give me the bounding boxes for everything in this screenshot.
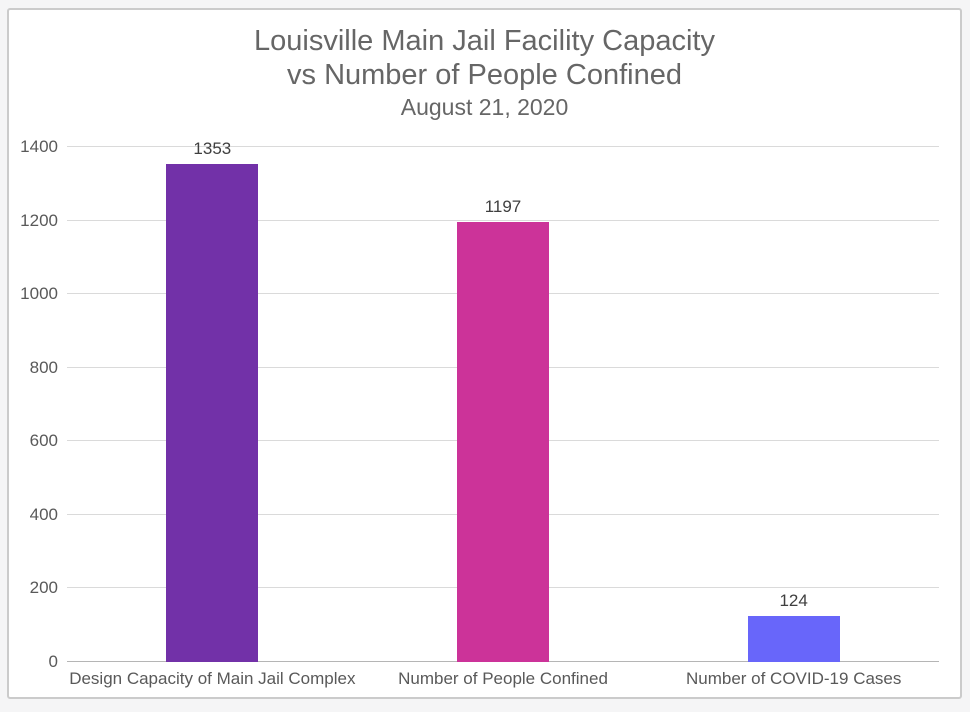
bar-slot: 124 <box>648 147 939 662</box>
y-axis-tick-label: 400 <box>29 504 58 524</box>
chart-title-line-1: Louisville Main Jail Facility Capacity <box>254 25 715 57</box>
gridline <box>67 219 939 221</box>
y-axis-tick-label: 1000 <box>20 284 58 304</box>
y-axis-tick-label: 600 <box>29 431 58 451</box>
y-axis-tick-label: 1200 <box>20 210 58 230</box>
x-axis-category-label: Number of People Confined <box>398 669 608 688</box>
x-axis-category-label: Design Capacity of Main Jail Complex <box>69 669 356 688</box>
chart-title-block: Louisville Main Jail Facility Capacity v… <box>9 10 960 121</box>
x-axis-labels: Design Capacity of Main Jail Complex Numb… <box>67 669 939 689</box>
x-axis-category-label: Number of COVID-19 Cases <box>685 669 902 688</box>
plot-area: 0 200 400 600 800 1000 1200 1400 1353 1197 124 <box>20 137 939 671</box>
chart-title-line-2: vs Number of People Confined <box>287 59 682 91</box>
y-axis-tick-label: 800 <box>29 357 58 377</box>
chart-subtitle: August 21, 2020 <box>400 94 569 120</box>
bar-value-label: 1353 <box>193 139 232 159</box>
gridline <box>67 146 939 147</box>
bar-slot: 1197 <box>358 147 649 662</box>
bar <box>166 164 259 662</box>
y-axis-tick-label: 1400 <box>20 137 58 156</box>
y-axis-tick-label: 200 <box>29 578 58 598</box>
bar <box>747 616 840 662</box>
y-axis-tick-label: 0 <box>48 652 58 671</box>
bar <box>456 221 549 662</box>
bar-slot: 1353 <box>67 139 358 662</box>
chart-card: Louisville Main Jail Facility Capacity v… <box>7 8 962 699</box>
bar-value-label: 1197 <box>484 196 522 216</box>
bar-value-label: 124 <box>779 591 808 611</box>
